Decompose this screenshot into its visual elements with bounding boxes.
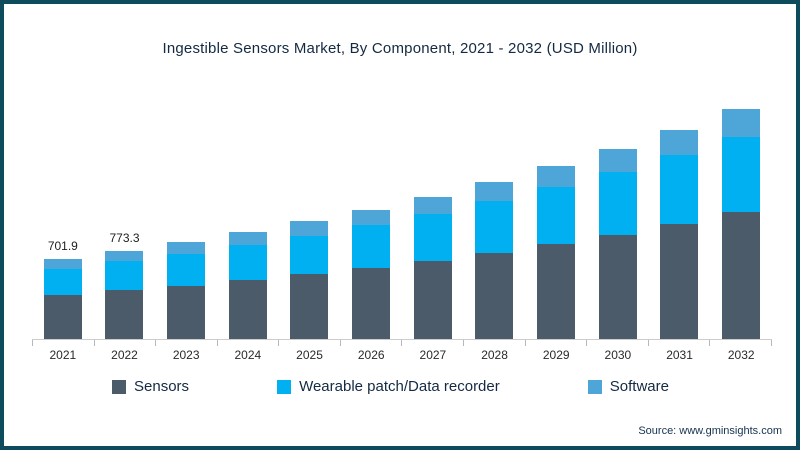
bar-segment-2023-sensors <box>167 285 206 339</box>
bar-data-label-2022: 773.3 <box>109 230 140 245</box>
x-axis-tick <box>401 340 403 346</box>
bar-2031 <box>660 99 699 339</box>
bar-2028 <box>475 99 514 339</box>
bar-segment-2032-wearable-patch-data-recorder <box>722 136 761 213</box>
x-axis-tick <box>524 340 526 346</box>
legend-label-software: Software <box>609 378 669 395</box>
x-axis-label-2032: 2032 <box>727 348 755 362</box>
x-axis-label-2031: 2031 <box>666 348 693 362</box>
bar-segment-2023-wearable-patch-data-recorder <box>167 253 206 286</box>
x-axis-label-2030: 2030 <box>604 348 632 362</box>
bar-2022: 773.3 <box>105 99 144 339</box>
bar-segment-2021-wearable-patch-data-recorder <box>43 268 82 295</box>
x-axis-ticks <box>32 340 772 346</box>
x-axis-tick <box>463 340 465 346</box>
x-axis-label-2026: 2026 <box>357 348 385 362</box>
x-axis-tick <box>770 340 772 346</box>
legend-item-sensors: Sensors <box>112 378 189 395</box>
x-axis-label-2024: 2024 <box>234 348 262 362</box>
legend-label-sensors: Sensors <box>134 378 190 395</box>
x-axis-tick <box>278 340 280 346</box>
bar-segment-2028-wearable-patch-data-recorder <box>475 201 514 253</box>
bar-data-label-2021: 701.9 <box>47 238 78 253</box>
bar-segment-2023-software <box>167 241 206 254</box>
x-axis-tick <box>586 340 588 346</box>
bar-segment-2025-wearable-patch-data-recorder <box>290 235 329 275</box>
bar-segment-2026-software <box>352 209 391 226</box>
plot-area: 701.9 773.3 <box>32 99 772 340</box>
x-axis-label-2021: 2021 <box>49 348 77 362</box>
chart-title: Ingestible Sensors Market, By Component,… <box>162 40 638 57</box>
bar-segment-2021-software <box>43 258 82 269</box>
bar-segment-2030-software <box>598 149 637 173</box>
bar-segment-2031-wearable-patch-data-recorder <box>660 155 699 224</box>
bar-segment-2029-software <box>537 166 576 188</box>
x-axis-tick <box>339 340 341 346</box>
bar-segment-2027-software <box>413 196 452 214</box>
bar-segment-2031-software <box>660 129 699 156</box>
bar-segment-2032-sensors <box>722 212 761 339</box>
bar-segment-2025-software <box>290 221 329 236</box>
legend-item-software: Software <box>587 378 669 395</box>
bar-segment-2030-sensors <box>598 234 637 339</box>
x-axis-label-2028: 2028 <box>481 348 508 362</box>
bar-segment-2032-software <box>722 108 761 137</box>
bar-segment-2026-sensors <box>352 267 391 339</box>
x-axis-tick <box>32 340 33 346</box>
bar-segment-2030-wearable-patch-data-recorder <box>598 172 637 235</box>
bar-segment-2028-sensors <box>475 252 514 339</box>
x-axis-tick <box>216 340 218 346</box>
source-note: Source: www.gminsights.com <box>638 425 782 437</box>
legend-swatch-wearable-patch-data-recorder <box>277 379 292 394</box>
bar-segment-2025-sensors <box>290 274 329 339</box>
bar-2026 <box>352 99 391 339</box>
bar-2023 <box>167 99 206 339</box>
x-axis-label-2027: 2027 <box>419 348 447 362</box>
x-axis-label-2023: 2023 <box>172 348 200 362</box>
bar-2027 <box>413 99 452 339</box>
x-axis-tick <box>709 340 711 346</box>
x-axis-tick <box>647 340 649 346</box>
x-axis-tick <box>155 340 157 346</box>
legend-item-wearable-patch-data-recorder: Wearable patch/Data recorder <box>277 378 500 395</box>
bar-segment-2021-sensors <box>43 295 82 339</box>
x-axis-label-2029: 2029 <box>542 348 570 362</box>
bar-2032 <box>722 99 761 339</box>
x-axis-tick <box>93 340 95 346</box>
legend-label-wearable-patch-data-recorder: Wearable patch/Data recorder <box>299 378 500 395</box>
bar-2029 <box>537 99 576 339</box>
x-axis-labels: 2021 2022 2023 2024 2025 2026 2027 2028 2029 2030… <box>32 348 772 362</box>
bar-segment-2027-sensors <box>413 260 452 339</box>
legend: Sensors Wearable patch/Data recorder Softw… <box>4 378 796 395</box>
bar-segment-2024-wearable-patch-data-recorder <box>228 244 267 281</box>
bar-segment-2031-sensors <box>660 223 699 339</box>
bar-segment-2024-software <box>228 232 267 245</box>
legend-swatch-software <box>587 379 602 394</box>
bar-segment-2027-wearable-patch-data-recorder <box>413 213 452 261</box>
legend-swatch-sensors <box>112 379 126 394</box>
bar-segment-2029-wearable-patch-data-recorder <box>537 187 576 244</box>
bar-segment-2022-software <box>105 250 144 262</box>
bar-2024 <box>228 99 267 339</box>
x-axis-label-2022: 2022 <box>111 348 138 362</box>
bar-2021: 701.9 <box>43 99 82 339</box>
bar-segment-2029-sensors <box>537 244 576 339</box>
bar-segment-2028-software <box>475 182 514 202</box>
bar-2025 <box>290 99 329 339</box>
x-axis-label-2025: 2025 <box>296 348 323 362</box>
bar-segment-2022-sensors <box>105 290 144 339</box>
bar-2030 <box>598 99 637 339</box>
bar-segment-2024-sensors <box>228 280 267 339</box>
bar-segment-2026-wearable-patch-data-recorder <box>352 225 391 268</box>
bar-segment-2022-wearable-patch-data-recorder <box>105 261 144 291</box>
